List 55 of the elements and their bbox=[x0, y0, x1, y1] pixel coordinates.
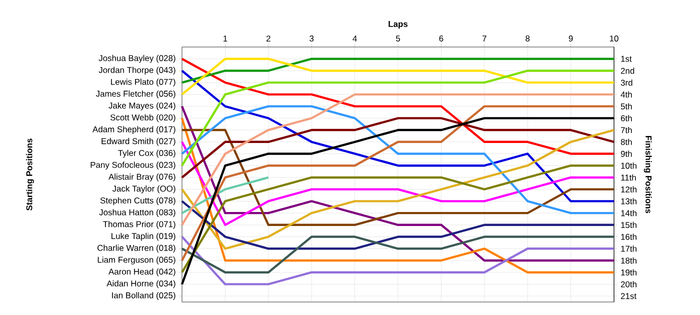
y2-axis-title: Finishing Positions bbox=[644, 136, 652, 214]
y2-tick-label: 4th bbox=[620, 91, 632, 98]
y2-tick-label: 10th bbox=[621, 162, 636, 169]
series-label: Jake Mayes (024) bbox=[108, 102, 176, 110]
y2-tick-label: 8th bbox=[620, 138, 632, 145]
x-tick-label: 8 bbox=[526, 35, 530, 42]
y2-tick-label: 17th bbox=[621, 246, 636, 252]
series-label: Thomas Prior (071) bbox=[103, 220, 176, 229]
x-tick-label: 5 bbox=[396, 36, 400, 42]
series-label: Joshua Bayley (028) bbox=[98, 54, 176, 63]
x-tick-label: 9 bbox=[568, 35, 573, 42]
series-label: Adam Shepherd (017) bbox=[92, 126, 176, 134]
x-tick-label: 3 bbox=[310, 35, 314, 42]
y2-tick-label: 13th bbox=[621, 198, 636, 204]
y2-tick-label: 6th bbox=[620, 115, 632, 122]
y2-tick-label: 18th bbox=[621, 257, 636, 264]
y2-tick-label: 12th bbox=[621, 186, 636, 192]
y2-tick-label: 3rd bbox=[620, 79, 632, 86]
series-label: Tyler Cox (036) bbox=[118, 150, 176, 158]
x-tick-label: 10 bbox=[610, 35, 618, 42]
y2-tick-label: 5th bbox=[620, 103, 632, 110]
series-label: Stephen Cutts (078) bbox=[100, 197, 176, 206]
y2-tick-label: 7th bbox=[620, 126, 632, 134]
series-label: Scott Webb (020) bbox=[110, 114, 176, 122]
series-label: Edward Smith (027) bbox=[102, 138, 176, 146]
series-label: Charlie Warren (018) bbox=[97, 244, 176, 253]
x-tick-label: 6 bbox=[439, 35, 444, 42]
x-tick-label: 4 bbox=[352, 36, 357, 42]
series-label: Aidan Horne (034) bbox=[106, 280, 176, 288]
y2-tick-label: 20th bbox=[620, 281, 636, 288]
x-tick-label: 1 bbox=[223, 36, 228, 42]
y2-tick-label: 1st bbox=[621, 56, 632, 62]
series-label: Luke Taplin (019) bbox=[112, 232, 176, 241]
y2-tick-label: 9th bbox=[620, 150, 632, 157]
text: Starting Positions bbox=[26, 138, 34, 210]
text: Ian Bolland (025) bbox=[112, 292, 176, 300]
y2-tick-label: 11th bbox=[621, 174, 636, 181]
series-label: Liam Ferguson (065) bbox=[98, 256, 176, 264]
x-tick-label: 7 bbox=[482, 36, 486, 42]
y2-tick-label: 15th bbox=[621, 222, 636, 228]
series-label: Aaron Head (042) bbox=[108, 268, 176, 276]
y2-tick-label: 2nd bbox=[620, 68, 634, 74]
series-label: Jordan Thorpe (043) bbox=[98, 66, 176, 75]
series-label: Lewis Plato (077) bbox=[111, 78, 176, 87]
series-label: James Fletcher (056) bbox=[96, 90, 176, 98]
series-label: Alistair Bray (076) bbox=[108, 174, 176, 182]
x-axis-title: Laps bbox=[388, 21, 408, 29]
y2-tick-label: 19th bbox=[621, 269, 636, 276]
series-label: Jack Taylor (OO) bbox=[112, 185, 176, 194]
y2-tick-label: 21st bbox=[620, 293, 636, 300]
series-label: Pany Sofocleous (023) bbox=[90, 162, 176, 170]
series-label: Joshua Hatton (083) bbox=[99, 209, 176, 217]
y2-tick-label: 16th bbox=[621, 234, 636, 240]
x-tick-label: 2 bbox=[266, 36, 270, 42]
y2-tick-label: 14th bbox=[621, 210, 636, 216]
